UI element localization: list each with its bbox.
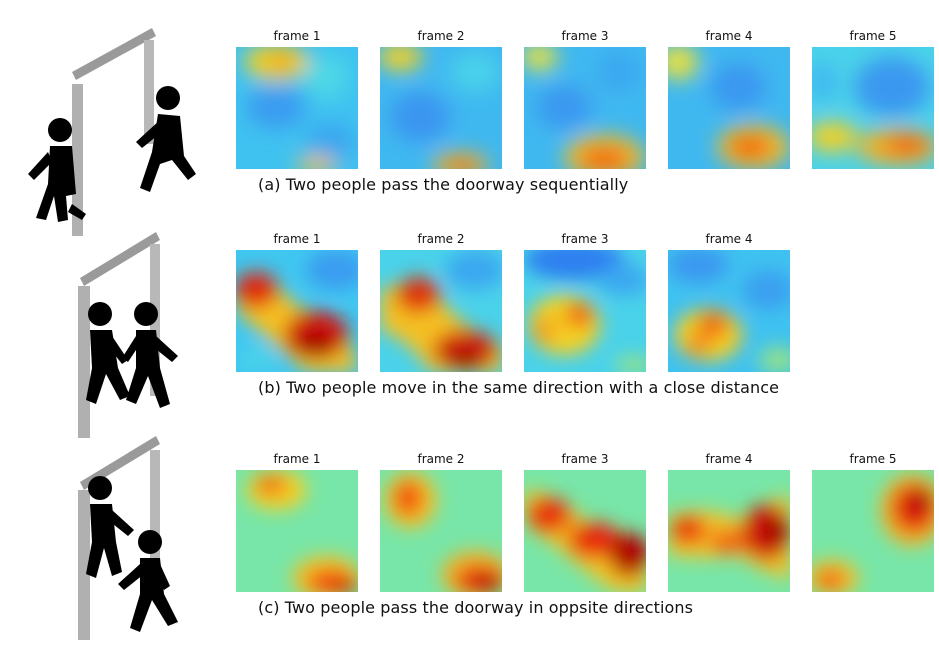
heatmap-b1 xyxy=(236,250,358,372)
frame-label: frame 1 xyxy=(273,232,321,246)
door-left-post xyxy=(78,490,90,640)
scene-illustration-a xyxy=(28,28,196,236)
frame-label: frame 3 xyxy=(561,29,609,43)
frame-label: frame 2 xyxy=(417,29,465,43)
frame-label: frame 5 xyxy=(849,452,897,466)
frame-label: frame 3 xyxy=(561,452,609,466)
heatmap-b2 xyxy=(380,250,502,372)
frame-label: frame 4 xyxy=(705,232,753,246)
frame-label: frame 1 xyxy=(273,452,321,466)
door-right-post xyxy=(150,450,160,600)
heatmap-a5 xyxy=(812,47,934,169)
frame-label: frame 5 xyxy=(849,29,897,43)
door-right-post xyxy=(144,40,154,144)
frame-label: frame 2 xyxy=(417,232,465,246)
frame-label: frame 4 xyxy=(705,29,753,43)
heatmap-b4 xyxy=(668,250,790,372)
frame-label: frame 1 xyxy=(273,29,321,43)
heatmap-a3 xyxy=(524,47,646,169)
door-left-post xyxy=(78,286,90,438)
frame-label: frame 3 xyxy=(561,232,609,246)
heatmap-a4 xyxy=(668,47,790,169)
heatmap-a1 xyxy=(236,47,358,169)
caption-a: (a) Two people pass the doorway sequenti… xyxy=(258,175,629,194)
person-right-icon xyxy=(136,86,196,192)
person-right-icon xyxy=(118,530,178,632)
heatmap-c4 xyxy=(668,470,790,592)
person-right-icon xyxy=(122,302,178,408)
heatmap-c5 xyxy=(812,470,934,592)
scene-illustration-b xyxy=(78,232,178,438)
caption-c: (c) Two people pass the doorway in oppsi… xyxy=(258,598,694,617)
caption-b: (b) Two people move in the same directio… xyxy=(258,378,780,397)
frame-label: frame 2 xyxy=(417,452,465,466)
heatmap-b3 xyxy=(524,250,646,372)
frame-label: frame 4 xyxy=(705,452,753,466)
person-left-icon xyxy=(28,118,86,222)
door-lintel xyxy=(72,28,156,80)
heatmap-a2 xyxy=(380,47,502,169)
door-lintel xyxy=(80,232,160,286)
person-left-icon xyxy=(86,476,134,578)
heatmap-c3 xyxy=(524,470,646,592)
scene-illustration-c xyxy=(78,436,178,640)
door-left-post xyxy=(72,84,83,236)
heatmap-c1 xyxy=(236,470,358,592)
heatmap-c2 xyxy=(380,470,502,592)
person-left-icon xyxy=(86,302,130,404)
